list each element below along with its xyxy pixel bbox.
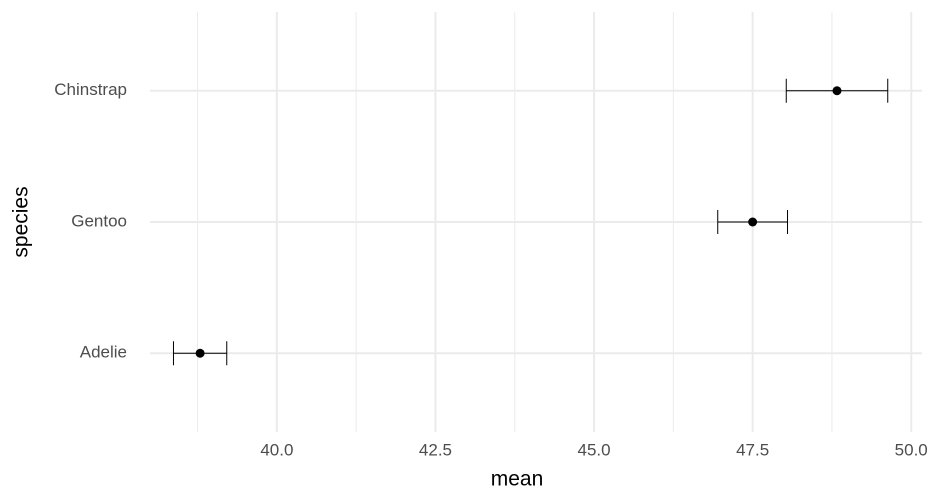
x-tick-label: 50.0 [895, 440, 928, 459]
x-tick-label: 40.0 [260, 440, 293, 459]
x-tick-label: 45.0 [577, 440, 610, 459]
y-tick-label: Chinstrap [54, 80, 127, 99]
x-tick-label: 42.5 [419, 440, 452, 459]
x-tick-label: 47.5 [736, 440, 769, 459]
point [195, 348, 205, 358]
x-axis-title: mean [491, 468, 544, 491]
y-tick-label: Adelie [80, 343, 127, 362]
point [832, 86, 842, 96]
point [748, 217, 758, 227]
y-tick-label: Gentoo [71, 211, 127, 230]
y-axis-title: species [10, 186, 33, 257]
